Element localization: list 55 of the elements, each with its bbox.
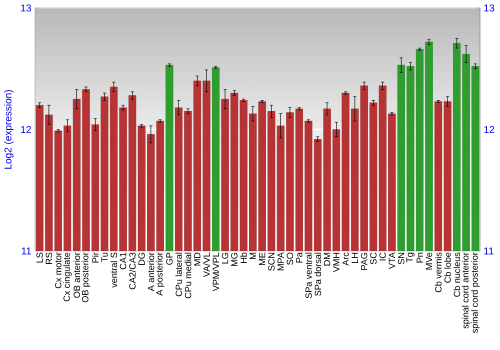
- x-tick-label: SO: [286, 252, 294, 265]
- x-tick-label: Pir: [92, 252, 99, 262]
- x-tick-label: A posterior: [156, 252, 164, 296]
- x-tick-label: Pa: [296, 252, 302, 262]
- x-tick-label: Cx cingulate: [63, 252, 72, 302]
- y2-tick-label: 13: [484, 4, 494, 12]
- x-tick-label: A anterior: [148, 252, 154, 292]
- x-tick-label: Cx motor: [54, 252, 62, 288]
- x-tick-label: RS: [46, 252, 52, 264]
- y-tick-label: 13: [21, 4, 32, 12]
- x-tick-label: MPA: [278, 252, 284, 270]
- x-tick-label: GP: [166, 252, 173, 265]
- x-tick-label: CPu lateral: [175, 252, 182, 296]
- x-tick-label: VA/VL: [203, 252, 210, 277]
- x-tick-label: SN: [398, 252, 404, 264]
- x-tick-label: DG: [138, 252, 145, 265]
- x-tick-label: spinal cord anterior: [462, 252, 470, 328]
- x-tick-label: CA2/CA3: [129, 252, 136, 290]
- x-tick-label: OB anterior: [73, 252, 80, 298]
- x-tick-label: VPM/VPL: [212, 252, 220, 292]
- y-tick-label: 11: [22, 248, 31, 254]
- x-tick-label: OB posterior: [82, 252, 90, 302]
- x-tick-label: VTA: [388, 252, 396, 269]
- x-tick-label: SCN: [268, 252, 275, 271]
- x-tick-label: Tu: [101, 252, 108, 262]
- x-tick-label: PAG: [360, 252, 368, 270]
- y2-tick-label: 11: [484, 248, 494, 254]
- x-tick-label: M: [250, 252, 256, 259]
- x-tick-label: SC: [370, 252, 377, 264]
- y-tick-label: 12: [21, 126, 31, 133]
- x-tick-label: ME: [259, 252, 266, 265]
- x-tick-label: Pn: [416, 252, 423, 262]
- x-tick-label: LH: [352, 252, 358, 263]
- x-tick-label: Cb lobe: [444, 252, 451, 283]
- x-tick-label: MVe: [426, 252, 432, 270]
- x-tick-label: SPa ventral: [305, 252, 312, 298]
- x-tick-label: MG: [231, 252, 238, 266]
- x-tick-label: MD: [194, 252, 200, 266]
- x-tick-label: IC: [379, 252, 386, 260]
- x-tick-label: CA1: [120, 252, 126, 270]
- x-tick-label: Arc: [342, 252, 349, 266]
- x-tick-label: Cb nucleus: [454, 252, 460, 297]
- x-tick-label: SPa dorsal: [314, 252, 322, 296]
- x-tick-label: VMH: [333, 252, 340, 272]
- x-tick-label: Hb: [240, 252, 247, 263]
- x-tick-label: CPu medial: [184, 252, 192, 298]
- x-tick-label: LS: [36, 252, 43, 262]
- x-tick-label: Cb vermis: [434, 252, 442, 292]
- x-tick-label: LG: [222, 252, 228, 264]
- x-tick-label: DM: [324, 252, 330, 266]
- x-tick-label: spinal cord posterior: [471, 252, 480, 333]
- y2-tick-label: 12: [484, 126, 494, 133]
- y-axis-title: Log2 (expression): [4, 90, 14, 169]
- x-tick-label: Tg: [406, 252, 414, 262]
- x-tick-label: ventral S: [110, 252, 118, 288]
